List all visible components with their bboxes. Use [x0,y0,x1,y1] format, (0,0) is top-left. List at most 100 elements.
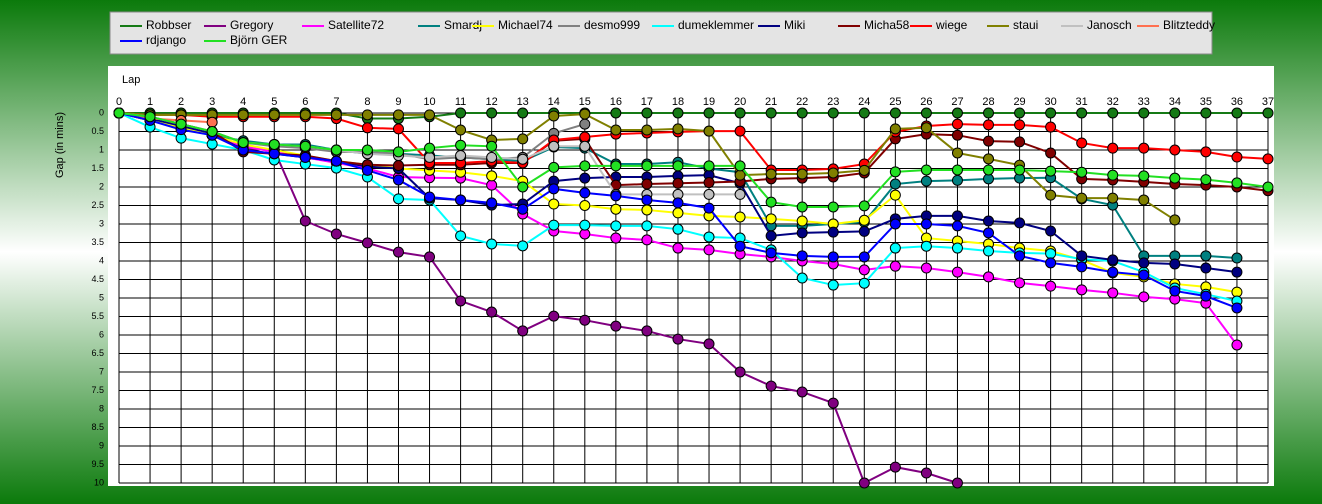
data-point [1231,107,1243,119]
data-point [1076,107,1088,119]
x-tick-label: 15 [579,96,591,108]
data-point [734,107,746,119]
data-point [1231,151,1243,163]
legend-label: desmo999 [584,18,640,32]
x-tick-label: 22 [796,96,808,108]
data-point [517,325,529,337]
y-tick-label: 4 [99,255,104,265]
data-point [889,166,901,178]
x-tick-label: 1 [147,96,153,108]
data-point [1231,177,1243,189]
data-point [144,111,156,123]
legend-label: Micha58 [864,18,910,32]
data-point [1014,277,1026,289]
data-point [1138,257,1150,269]
data-point [361,109,373,121]
data-point [1076,137,1088,149]
data-point [1107,169,1119,181]
data-point [1045,248,1057,260]
data-point [268,138,280,150]
data-point [796,250,808,262]
data-point [951,147,963,159]
data-point [827,279,839,291]
data-point [1169,144,1181,156]
data-point [983,215,995,227]
data-point [641,178,653,190]
data-point [392,146,404,158]
x-tick-label: 6 [302,96,308,108]
data-point [1169,172,1181,184]
data-point [734,160,746,172]
plot-area [108,66,1274,486]
data-point [765,380,777,392]
x-tick-label: 31 [1076,96,1088,108]
data-point [548,140,560,152]
x-tick-label: 3 [209,96,215,108]
data-point [455,139,467,151]
data-point [827,167,839,179]
legend-label: Gregory [230,18,273,32]
data-point [796,107,808,119]
data-point [1045,147,1057,159]
data-point [889,178,901,190]
data-point [517,203,529,215]
data-point [610,320,622,332]
data-point [703,177,715,189]
data-point [1231,339,1243,351]
data-point [1076,261,1088,273]
data-point [237,137,249,149]
data-point [330,144,342,156]
data-point [920,175,932,187]
legend-label: Smardj [444,18,482,32]
y-tick-label: 0 [99,107,104,117]
data-point [641,124,653,136]
data-point [983,245,995,257]
data-point [951,164,963,176]
data-point [641,234,653,246]
data-point [299,140,311,152]
data-point [734,240,746,252]
data-point [672,177,684,189]
data-point [796,201,808,213]
x-tick-label: 18 [672,96,684,108]
data-point [703,202,715,214]
x-tick-label: 19 [703,96,715,108]
legend-label: staui [1013,18,1038,32]
x-tick-label: 17 [641,96,653,108]
data-point [734,169,746,181]
x-tick-label: 29 [1013,96,1025,108]
data-point [361,164,373,176]
data-point [517,240,529,252]
x-tick-label: 8 [364,96,370,108]
data-point [1045,225,1057,237]
data-point [486,170,498,182]
x-tick-label: 9 [395,96,401,108]
data-point [983,227,995,239]
data-point [1231,302,1243,314]
data-point [1045,121,1057,133]
data-point [889,260,901,272]
y-tick-label: 2.5 [91,200,104,210]
x-tick-label: 11 [455,96,466,108]
data-point [1231,252,1243,264]
data-point [1107,254,1119,266]
y-tick-label: 5 [99,292,104,302]
data-point [548,110,560,122]
data-point [113,107,125,119]
data-point [951,220,963,232]
x-tick-label: 34 [1169,96,1181,108]
data-point [548,219,560,231]
data-point [361,144,373,156]
data-point [827,397,839,409]
data-point [703,338,715,350]
data-point [1045,165,1057,177]
data-point [983,271,995,283]
data-point [517,153,529,165]
data-point [827,107,839,119]
y-tick-label: 6.5 [91,348,104,358]
data-point [1138,269,1150,281]
data-point [455,150,467,162]
data-point [424,142,436,154]
legend-label: Robbser [146,18,191,32]
